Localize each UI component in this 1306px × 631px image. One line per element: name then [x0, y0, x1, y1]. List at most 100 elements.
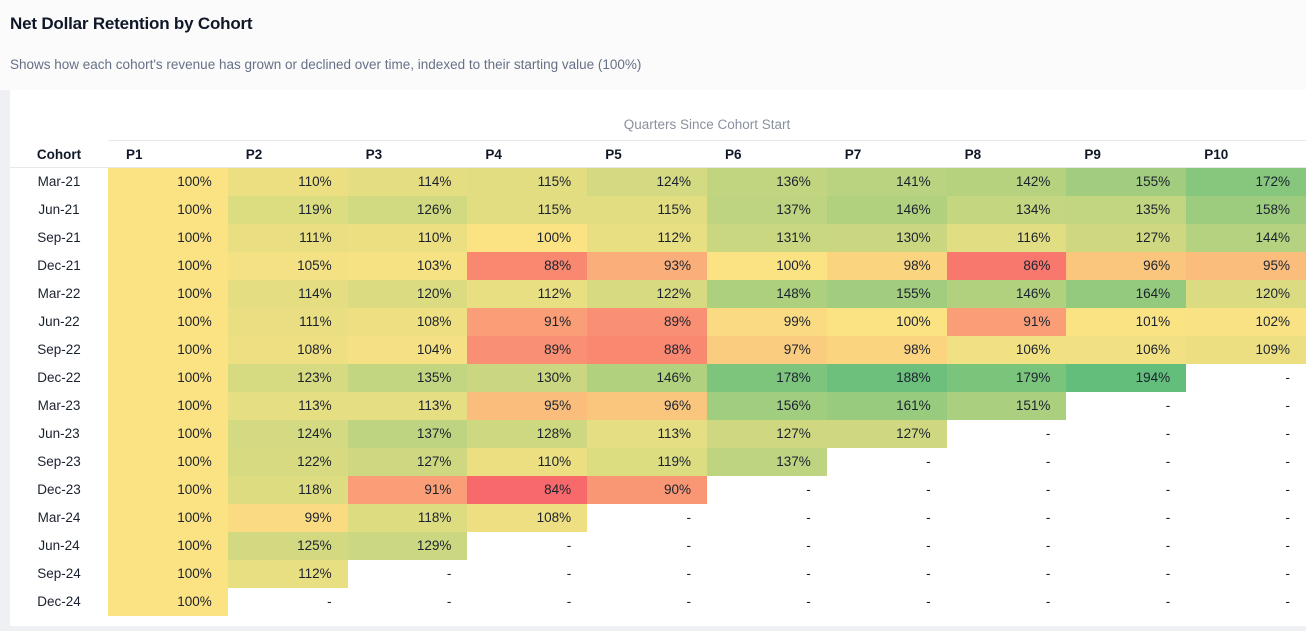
heatmap-cell: 102% — [1186, 308, 1306, 336]
heatmap-cell: - — [467, 588, 588, 616]
heatmap-cell: 91% — [347, 476, 468, 504]
column-header-p1: P1 — [126, 146, 143, 162]
heatmap-cell: 155% — [826, 280, 947, 308]
heatmap-cell: - — [467, 560, 588, 588]
heatmap-cell: 137% — [707, 448, 827, 476]
cohort-label: Sep-22 — [37, 342, 81, 357]
heatmap-cell: 172% — [1186, 168, 1306, 196]
heatmap-cell: 130% — [826, 224, 947, 252]
heatmap-cell: - — [1066, 532, 1187, 560]
cohort-label: Dec-21 — [37, 258, 81, 273]
cohort-row-sep-23: Sep-23 100% 122% 127% 110% 119% 137% - - - - — [10, 448, 1306, 476]
page-title: Net Dollar Retention by Cohort — [10, 14, 253, 33]
report-header: Net Dollar Retention by Cohort Shows how… — [0, 0, 1306, 90]
heatmap-cell: 114% — [227, 280, 348, 308]
heatmap-cell: - — [1186, 420, 1306, 448]
heatmap-cell: 146% — [946, 280, 1067, 308]
heatmap-cell: 127% — [826, 420, 947, 448]
heatmap-cell: 110% — [347, 224, 468, 252]
heatmap-cell: 88% — [587, 336, 707, 364]
heatmap-cell: 161% — [826, 392, 947, 420]
column-header-p6: P6 — [725, 146, 742, 162]
cohort-label: Dec-22 — [37, 370, 81, 385]
heatmap-cell: 128% — [467, 420, 588, 448]
heatmap-cell: - — [1066, 588, 1187, 616]
heatmap-cell: - — [587, 532, 707, 560]
heatmap-cell: 96% — [1066, 252, 1187, 280]
heatmap-cell: 115% — [587, 196, 707, 224]
heatmap-cell: 109% — [1186, 336, 1306, 364]
heatmap-cell: 100% — [108, 532, 228, 560]
heatmap-cell: 110% — [227, 168, 348, 196]
heatmap-cell: - — [946, 420, 1067, 448]
heatmap-cell: - — [707, 588, 827, 616]
heatmap-cell: 146% — [587, 364, 707, 392]
heatmap-cell: 115% — [467, 196, 588, 224]
heatmap-cell: 144% — [1186, 224, 1306, 252]
heatmap-cell: 119% — [227, 196, 348, 224]
cohort-row-jun-23: Jun-23 100% 124% 137% 128% 113% 127% 127% - - - — [10, 420, 1306, 448]
heatmap-cell: 99% — [227, 504, 348, 532]
cohort-row-dec-24: Dec-24 100% - - - - - - - - - — [10, 588, 1306, 616]
heatmap-cell: 86% — [946, 252, 1067, 280]
heatmap-cell: - — [946, 588, 1067, 616]
heatmap-cell: - — [707, 476, 827, 504]
heatmap-cell: - — [1066, 420, 1187, 448]
heatmap-cell: 99% — [707, 308, 827, 336]
heatmap-cell: - — [826, 504, 947, 532]
heatmap-cell: 112% — [587, 224, 707, 252]
heatmap-cell: 125% — [227, 532, 348, 560]
heatmap-cell: 122% — [227, 448, 348, 476]
heatmap-cell: - — [587, 504, 707, 532]
heatmap-cell: - — [1186, 532, 1306, 560]
heatmap-cell: 91% — [467, 308, 588, 336]
heatmap-cell: - — [826, 588, 947, 616]
heatmap-cell: 89% — [587, 308, 707, 336]
heatmap-cell: - — [1186, 504, 1306, 532]
cohort-label: Sep-24 — [37, 566, 81, 581]
column-header-p8: P8 — [964, 146, 982, 162]
heatmap-cell: 100% — [108, 588, 228, 616]
cohort-label: Jun-24 — [38, 538, 80, 553]
cohort-label: Sep-23 — [37, 454, 81, 469]
heatmap-cell: 106% — [1066, 336, 1187, 364]
heatmap-cell: 89% — [467, 336, 588, 364]
quarters-axis-label: Quarters Since Cohort Start — [108, 117, 1306, 141]
heatmap-cell: 93% — [587, 252, 707, 280]
heatmap-cell: 100% — [108, 448, 228, 476]
heatmap-cell: - — [826, 476, 947, 504]
heatmap-cell: - — [946, 448, 1067, 476]
heatmap-cell: 194% — [1066, 364, 1187, 392]
heatmap-cell: 101% — [1066, 308, 1187, 336]
heatmap-cell: 164% — [1066, 280, 1187, 308]
table-header-row: Cohort P1 P2 P3 P4 P5 P6 P7 P8 P9 P10 — [10, 141, 1306, 168]
heatmap-cell: - — [1066, 448, 1187, 476]
heatmap-cell: - — [587, 560, 707, 588]
heatmap-cell: 100% — [707, 252, 827, 280]
heatmap-cell: 111% — [227, 224, 348, 252]
heatmap-cell: 127% — [347, 448, 468, 476]
heatmap-cell: 188% — [826, 364, 947, 392]
heatmap-cell: 106% — [946, 336, 1067, 364]
heatmap-cell: 146% — [826, 196, 947, 224]
cohort-label: Mar-21 — [37, 174, 81, 189]
heatmap-cell: - — [347, 588, 468, 616]
heatmap-cell: - — [1066, 476, 1187, 504]
cohort-column-header: Cohort — [36, 146, 82, 162]
heatmap-body: Mar-21 100% 110% 114% 115% 124% 136% 141% 142% 15… — [10, 168, 1306, 616]
heatmap-cell: 156% — [707, 392, 827, 420]
page-subtitle: Shows how each cohort's revenue has grow… — [10, 57, 642, 72]
quarters-axis-row: Quarters Since Cohort Start — [10, 90, 1306, 141]
heatmap-cell: 84% — [467, 476, 588, 504]
heatmap-cell: 100% — [467, 224, 588, 252]
heatmap-cell: 120% — [1186, 280, 1306, 308]
cohort-label: Mar-22 — [37, 286, 81, 301]
cohort-row-mar-21: Mar-21 100% 110% 114% 115% 124% 136% 141% 142% 15… — [10, 168, 1306, 196]
heatmap-cell: 118% — [347, 504, 468, 532]
heatmap-cell: 113% — [347, 392, 468, 420]
heatmap-cell: 113% — [227, 392, 348, 420]
cohort-row-sep-22: Sep-22 100% 108% 104% 89% 88% 97% 98% 106% 106% 10… — [10, 336, 1306, 364]
heatmap-cell: - — [707, 560, 827, 588]
heatmap-cell: 142% — [946, 168, 1067, 196]
heatmap-cell: - — [587, 588, 707, 616]
